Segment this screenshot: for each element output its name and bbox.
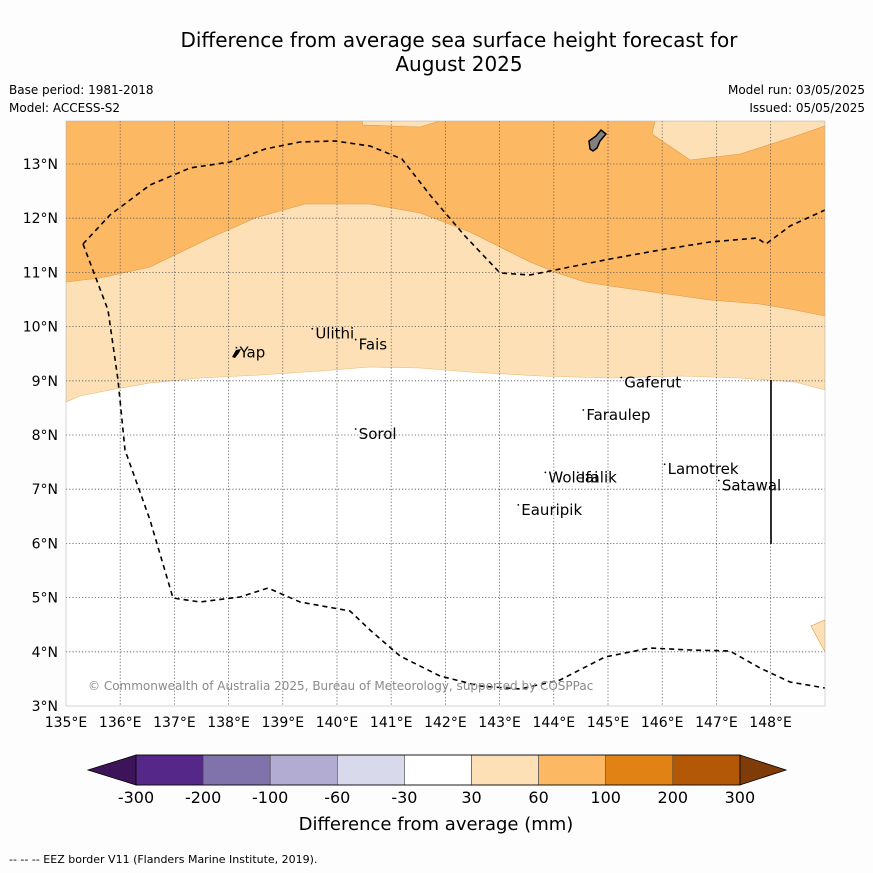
lon-tick-label: 145°E: [587, 715, 630, 731]
title-line-2: August 2025: [395, 52, 523, 76]
lat-tick-label: 4°N: [32, 645, 58, 661]
contour-30-60-patch: [810, 619, 825, 653]
colorbar-bin: [202, 754, 271, 786]
map-frame: [65, 120, 826, 707]
map-plot-area: Yap Ulithi Fais Gaferut Faraulep Sorol WoleaiI…: [66, 121, 825, 706]
lon-tick-label: 139°E: [262, 715, 305, 731]
lon-tick-label: 138°E: [207, 715, 250, 731]
colorbar-tick-label: 100: [590, 788, 621, 807]
base-period: Base period: 1981-2018: [9, 83, 154, 97]
colorbar-extend-high: [739, 754, 788, 786]
lon-tick-label: 137°E: [153, 715, 196, 731]
island-marker: [517, 503, 520, 506]
title-line-1: Difference from average sea surface heig…: [180, 28, 738, 52]
colorbar-bin: [269, 754, 338, 786]
lon-tick-label: 144°E: [533, 715, 576, 731]
meta-right: Model run: 03/05/2025 Issued: 05/05/2025: [728, 81, 865, 117]
lon-tick-label: 140°E: [316, 715, 359, 731]
colorbar-tick-label: 60: [528, 788, 548, 807]
eez-border: [82, 140, 825, 690]
colorbar-title: Difference from average (mm): [299, 814, 574, 835]
colorbar-bin: [404, 754, 472, 786]
lat-tick-label: 6°N: [32, 536, 58, 552]
island-marker: [311, 327, 314, 330]
island-marker: [663, 463, 666, 466]
colorbar-tick-label: 200: [658, 788, 689, 807]
lon-tick-label: 142°E: [424, 715, 467, 731]
place-label-eauripik: Eauripik: [521, 501, 582, 519]
copyright-notice: © Commonwealth of Australia 2025, Bureau…: [88, 679, 593, 693]
place-label-ifalik: Ifalik: [581, 468, 617, 486]
colorbar-bin: [336, 754, 405, 786]
lat-tick-label: 5°N: [32, 591, 58, 607]
place-label-gaferut: Gaferut: [624, 374, 681, 392]
place-labels: Yap Ulithi Fais Gaferut Faraulep Sorol WoleaiI…: [235, 325, 781, 519]
place-label-lamotrek: Lamotrek: [668, 460, 739, 478]
lat-tick-label: 11°N: [23, 265, 58, 281]
lon-tick-label: 148°E: [749, 715, 792, 731]
colorbar-bin: [538, 754, 606, 786]
place-label-woleai: Woleai: [548, 468, 598, 486]
colorbar-tick-label: -200: [185, 788, 221, 807]
model-run: Model run: 03/05/2025: [727, 83, 865, 97]
lat-tick-label: 13°N: [23, 157, 58, 173]
island-marker: [354, 338, 357, 341]
island-marker: [354, 428, 357, 430]
lon-tick-label: 143°E: [478, 715, 521, 731]
lat-tick-label: 9°N: [32, 374, 58, 390]
colorbar-tick-label: -60: [324, 788, 350, 807]
colorbar-bin: [672, 754, 741, 786]
island-marker: [235, 346, 238, 349]
place-label-ulithi: Ulithi: [315, 325, 354, 343]
colorbar: -300 -200 -100 -60 -30 30 60 100 200 300 Differenc…: [86, 754, 788, 835]
lat-tick-label: 10°N: [23, 320, 58, 336]
lat-tick-label: 8°N: [32, 428, 58, 444]
yap-island: [232, 349, 241, 358]
meta-left: Base period: 1981-2018 Model: ACCESS-S2: [9, 81, 154, 117]
place-label-sorol: Sorol: [359, 425, 397, 443]
colorbar-bin: [135, 754, 204, 786]
island-marker: [544, 471, 547, 474]
colorbar-tick-label: 30: [461, 788, 481, 807]
model-name: Model: ACCESS-S2: [9, 101, 121, 115]
lon-tick-label: 146°E: [641, 715, 684, 731]
island-marker: [577, 471, 579, 474]
lat-tick-label: 3°N: [32, 699, 58, 715]
colorbar-extend-low: [86, 754, 137, 786]
guam-island: [588, 128, 608, 152]
chart-title: Difference from average sea surface heig…: [0, 28, 873, 76]
colorbar-outline: [135, 754, 741, 786]
issued-date: Issued: 05/05/2025: [749, 101, 865, 115]
colorbar-bin: [471, 754, 539, 786]
lat-tick-label: 12°N: [23, 211, 58, 227]
lon-tick-label: 141°E: [370, 715, 413, 731]
colorbar-bin: [605, 754, 674, 786]
eez-legend-footnote: -- -- -- EEZ border V11 (Flanders Marine…: [9, 853, 318, 866]
place-label-yap: Yap: [238, 344, 265, 362]
lon-tick-label: 136°E: [99, 715, 142, 731]
lat-tick-label: 7°N: [32, 482, 58, 498]
island-marker: [717, 479, 720, 482]
lon-tick-label: 147°E: [695, 715, 738, 731]
island-marker: [582, 409, 585, 411]
colorbar-tick-label: -100: [252, 788, 288, 807]
colorbar-tick-label: -30: [391, 788, 417, 807]
place-label-fais: Fais: [359, 336, 388, 354]
colorbar-tick-label: -300: [118, 788, 154, 807]
colorbar-tick-label: 300: [725, 788, 756, 807]
graticule: [66, 121, 825, 706]
place-label-faraulep: Faraulep: [586, 406, 650, 424]
place-label-satawal: Satawal: [722, 476, 781, 494]
island-marker: [620, 376, 623, 379]
axis-labels: 135°E 136°E 137°E 138°E 139°E 140°E 141°E 142°E…: [23, 157, 792, 731]
lon-tick-label: 135°E: [45, 715, 88, 731]
